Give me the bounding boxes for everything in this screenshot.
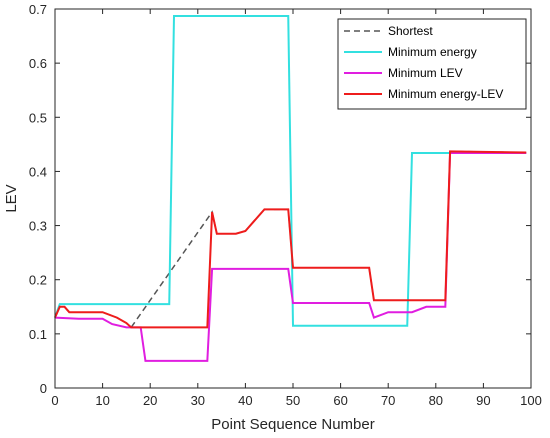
series-lines bbox=[54, 15, 527, 362]
tick-marks: 0 10 20 30 40 50 60 70 80 90 100 0 0.1 0.2 0.3 0.4 0.5 0.… bbox=[29, 2, 542, 408]
x-tick-label: 40 bbox=[238, 393, 252, 408]
series-line-2 bbox=[54, 15, 527, 327]
x-tick-label: 0 bbox=[51, 393, 58, 408]
x-tick-label: 90 bbox=[476, 393, 490, 408]
series-line-3 bbox=[54, 152, 527, 362]
x-tick-label: 60 bbox=[333, 393, 347, 408]
x-tick-label: 100 bbox=[520, 393, 542, 408]
y-tick-label: 0.5 bbox=[29, 110, 47, 125]
y-tick-label: 0.3 bbox=[29, 219, 47, 234]
x-tick-label: 20 bbox=[143, 393, 157, 408]
y-tick-label: 0.4 bbox=[29, 164, 47, 179]
series-line-4 bbox=[54, 150, 527, 329]
x-tick-label: 80 bbox=[429, 393, 443, 408]
legend: Shortest Minimum energy Minimum LEV Minimum… bbox=[337, 18, 527, 110]
x-tick-label: 10 bbox=[95, 393, 109, 408]
x-tick-label: 30 bbox=[191, 393, 205, 408]
legend-label-3: Minimum LEV bbox=[388, 66, 463, 80]
x-tick-label: 50 bbox=[286, 393, 300, 408]
legend-label-2: Minimum energy bbox=[388, 45, 477, 59]
y-tick-label: 0.7 bbox=[29, 2, 47, 17]
y-tick-label: 0.6 bbox=[29, 56, 47, 71]
legend-label-4: Minimum energy-LEV bbox=[388, 87, 503, 101]
y-tick-label: 0.2 bbox=[29, 273, 47, 288]
y-tick-label: 0.1 bbox=[29, 327, 47, 342]
x-tick-label: 70 bbox=[381, 393, 395, 408]
x-axis-label: Point Sequence Number bbox=[211, 416, 374, 433]
y-axis-label: LEV bbox=[3, 184, 20, 212]
y-tick-label: 0 bbox=[40, 381, 47, 396]
legend-label-1: Shortest bbox=[388, 24, 433, 38]
